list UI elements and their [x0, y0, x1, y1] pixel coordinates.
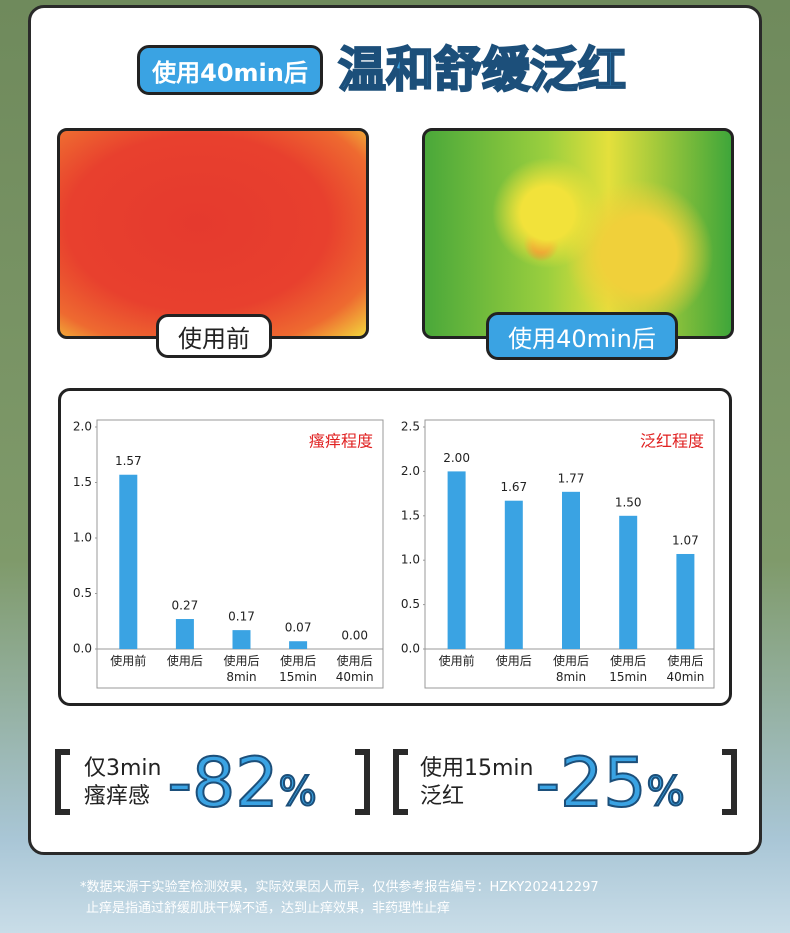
- badge: 使用40min后: [137, 45, 323, 95]
- y-tick-label: 1.0: [401, 553, 420, 567]
- value-label: 0.27: [172, 599, 199, 613]
- x-tick-label: 使用后 40min: [335, 654, 374, 684]
- stat-line: 泛红: [420, 784, 465, 809]
- y-tick-label: 1.5: [73, 475, 92, 489]
- bar: [447, 471, 466, 649]
- y-tick-label: 0.5: [73, 586, 92, 600]
- bar: [289, 641, 308, 649]
- chart-title: 瘙痒程度: [309, 432, 373, 451]
- x-tick-label: 使用后 8min: [552, 654, 589, 684]
- stat-line: 瘙痒感: [84, 784, 151, 809]
- plot-frame: [96, 419, 384, 689]
- bar: [119, 474, 138, 649]
- chart-title: 泛红程度: [640, 432, 704, 451]
- stat-number: -82: [166, 743, 279, 824]
- stat-caption: 使用15min 泛红: [420, 755, 533, 811]
- value-label: 1.07: [672, 533, 699, 547]
- footnote: *数据来源于实验室检测效果，实际效果因人而异，仅供参考报告编号：HZKY2024…: [80, 877, 599, 919]
- y-tick-label: 1.0: [73, 531, 92, 545]
- stat: 仅3min 瘙痒感 -82 %: [84, 743, 318, 824]
- y-tick-label: 0.0: [73, 642, 92, 656]
- footnote-line: 止痒是指通过舒缓肌肤干燥不适，达到止痒效果，非药理性止痒: [86, 901, 451, 916]
- heatmap-before: [57, 128, 369, 339]
- bar: [562, 491, 580, 649]
- x-tick-label: 使用后 40min: [666, 654, 705, 684]
- x-tick-label: 使用前: [438, 654, 475, 668]
- x-tick-label: 使用后 15min: [609, 654, 648, 684]
- x-tick-label: 使用后 8min: [223, 654, 260, 684]
- x-tick-label: 使用后: [495, 654, 532, 668]
- y-tick-label: 2.0: [401, 464, 420, 478]
- bar: [619, 515, 638, 649]
- y-tick-label: 0.0: [401, 642, 420, 656]
- value-label: 0.00: [341, 629, 368, 643]
- value-label: 0.17: [228, 610, 255, 624]
- value-label: 1.77: [558, 471, 585, 485]
- x-tick-label: 使用后 15min: [279, 654, 318, 684]
- stat-unit: %: [278, 768, 318, 816]
- y-tick-label: 2.0: [73, 420, 92, 434]
- plot-frame: [424, 419, 715, 689]
- value-label: 1.67: [500, 480, 527, 494]
- value-label: 0.07: [285, 621, 312, 635]
- headline: 温和舒缓泛红: [337, 41, 627, 99]
- value-label: 1.50: [615, 495, 642, 509]
- stat: 使用15min 泛红 -25 %: [420, 743, 686, 824]
- value-label: 2.00: [443, 451, 470, 465]
- image-label: 使用40min后: [486, 312, 678, 360]
- footnote-line: *数据来源于实验室检测效果，实际效果因人而异，仅供参考报告编号：HZKY2024…: [80, 880, 599, 895]
- stat-caption: 仅3min 瘙痒感: [84, 755, 161, 811]
- stat-line: 使用15min: [420, 756, 534, 781]
- stat-number: -25: [534, 743, 647, 824]
- y-tick-label: 0.5: [401, 597, 420, 611]
- x-tick-label: 使用后: [166, 654, 203, 668]
- bar: [232, 630, 251, 649]
- bar: [504, 500, 523, 649]
- stat-line: 仅3min: [84, 756, 162, 781]
- value-label: 1.57: [115, 454, 142, 468]
- stat-unit: %: [646, 768, 686, 816]
- bar: [676, 553, 695, 649]
- x-tick-label: 使用前: [110, 654, 147, 668]
- y-tick-label: 2.5: [401, 420, 420, 434]
- bar: [175, 619, 194, 649]
- y-tick-label: 1.5: [401, 508, 420, 522]
- image-label: 使用前: [156, 314, 272, 358]
